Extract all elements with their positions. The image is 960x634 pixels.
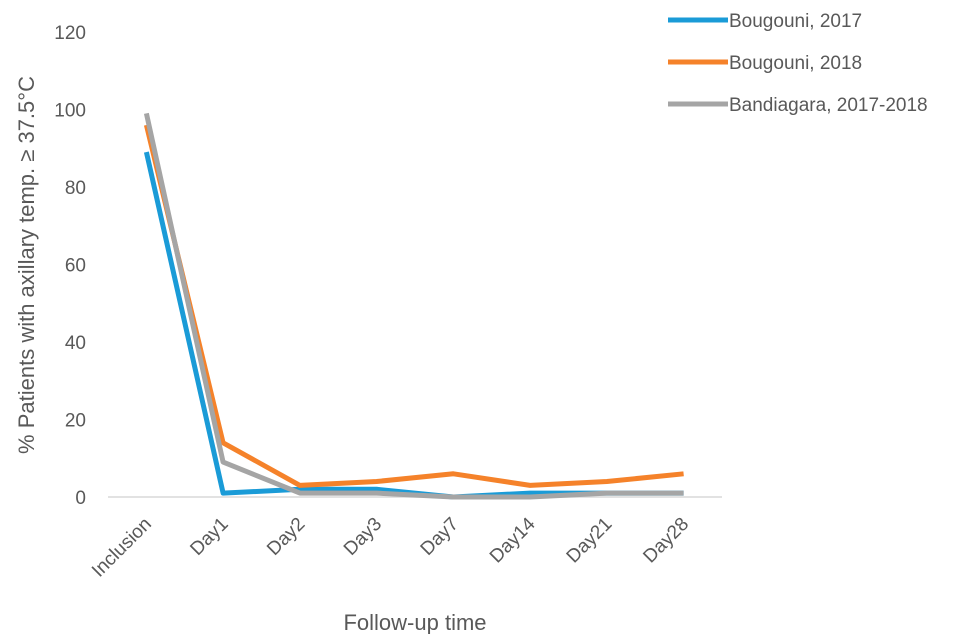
x-tick-label: Day2 — [263, 514, 309, 560]
y-axis-title: % Patients with axillary temp. ≥ 37.5°C — [14, 76, 39, 454]
series-line-3 — [143, 112, 684, 500]
x-tick-label: Day14 — [486, 513, 540, 567]
x-axis-title: Follow-up time — [343, 610, 486, 634]
x-tick-label: Inclusion — [88, 514, 156, 582]
y-tick-label: 20 — [65, 411, 86, 432]
x-tick-label: Day1 — [186, 514, 232, 560]
legend-label-3: Bandiagara, 2017-2018 — [729, 95, 928, 116]
series-lines — [143, 112, 684, 500]
y-tick-label: 120 — [54, 23, 86, 44]
y-axis-ticks: 0 20 40 60 80 100 120 — [54, 23, 86, 509]
y-tick-label: 60 — [65, 256, 86, 277]
y-tick-label: 80 — [65, 178, 86, 199]
y-tick-label: 40 — [65, 333, 86, 354]
x-tick-label: Day28 — [639, 514, 693, 568]
series-line-2 — [143, 124, 684, 488]
y-tick-label: 0 — [75, 488, 86, 509]
x-axis-ticks: Inclusion Day1 Day2 Day3 Day7 Day14 Day21 Day28 — [88, 513, 693, 581]
y-tick-label: 100 — [54, 101, 86, 122]
legend-label-2: Bougouni, 2018 — [729, 53, 862, 74]
x-tick-label: Day21 — [563, 514, 617, 568]
x-tick-label: Day3 — [340, 514, 386, 560]
legend: Bougouni, 2017 Bougouni, 2018 Bandiagara, … — [668, 11, 928, 116]
legend-label-1: Bougouni, 2017 — [729, 11, 862, 32]
x-tick-label: Day7 — [417, 514, 463, 560]
